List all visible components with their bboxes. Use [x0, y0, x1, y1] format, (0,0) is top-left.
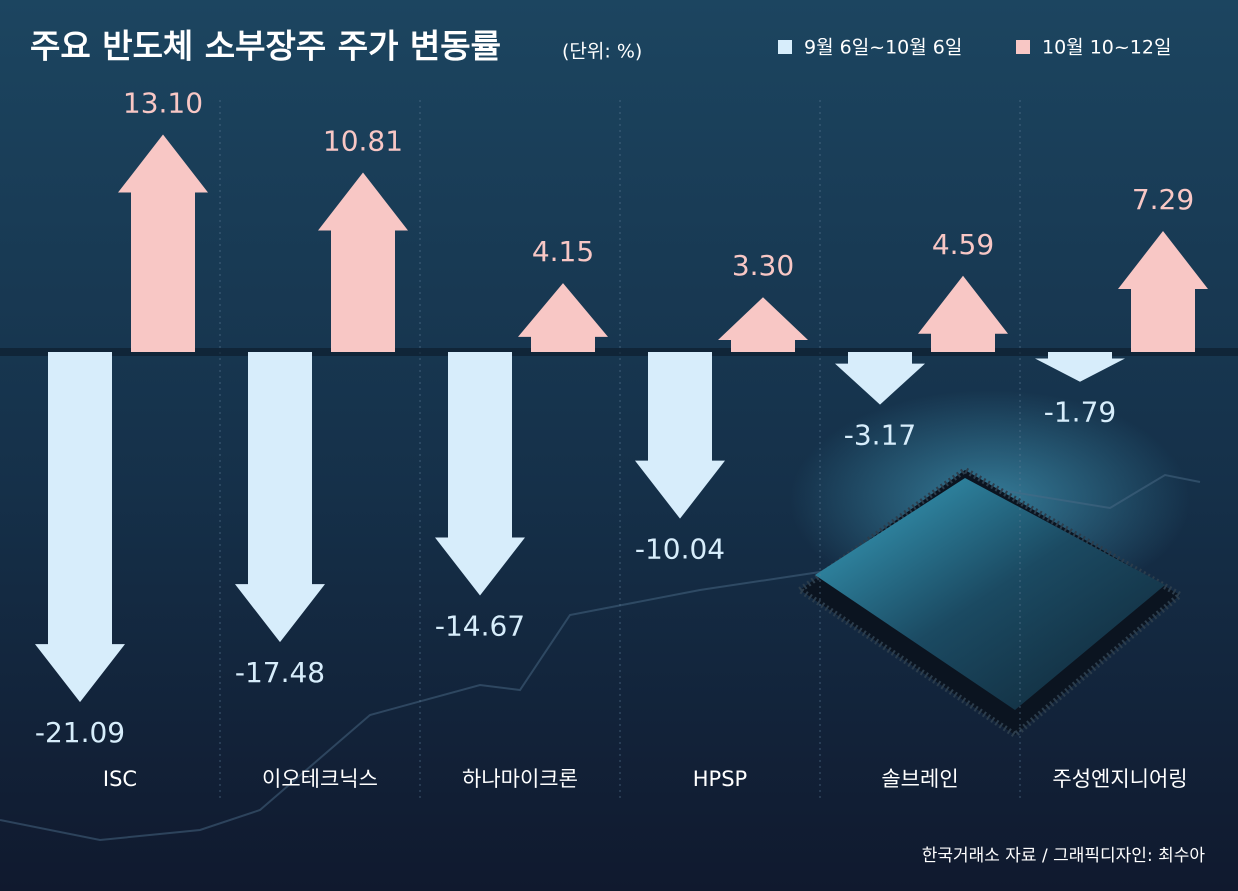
decor-line — [0, 473, 1201, 842]
x-tick-label: 이오테크닉스 — [262, 767, 378, 791]
value-label: -14.67 — [435, 610, 525, 643]
legend: 9월 6일~10월 6일 10월 10~12일 — [778, 37, 1171, 59]
chip-top — [815, 478, 1165, 710]
x-tick-label: 하나마이크론 — [462, 767, 578, 791]
plot: ISC -21.09 13.10 이오테크닉스 -17.48 10.81 하나마이크론 -14… — [0, 87, 1238, 800]
value-label: -10.04 — [635, 533, 725, 566]
arrow — [718, 297, 808, 352]
arrow — [318, 172, 408, 352]
value-label: 4.15 — [532, 235, 594, 268]
legend-label: 9월 6일~10월 6일 — [804, 37, 962, 59]
value-label: 10.81 — [323, 125, 403, 158]
arrow — [1035, 352, 1125, 382]
arrow — [118, 134, 208, 352]
unit-label: (단위: %) — [562, 41, 642, 63]
legend-swatch — [778, 40, 792, 54]
baseline-shadow — [0, 348, 1238, 356]
chip — [794, 466, 1186, 739]
x-tick-label: 솔브레인 — [881, 767, 958, 791]
arrow — [835, 352, 925, 405]
value-label: 7.29 — [1132, 183, 1194, 216]
value-label: 3.30 — [732, 249, 794, 282]
value-label: -17.48 — [235, 656, 325, 689]
legend-swatch — [1016, 40, 1030, 54]
x-tick-label: 주성엔지니어링 — [1052, 767, 1187, 791]
x-tick-label: HPSP — [693, 767, 747, 791]
value-label: 13.10 — [123, 87, 203, 120]
arrow — [1118, 230, 1208, 352]
chart-title: 주요 반도체 소부장주 주가 변동률 — [30, 27, 501, 66]
x-tick-label: ISC — [103, 767, 137, 791]
legend-label: 10월 10~12일 — [1042, 37, 1171, 59]
value-label: -1.79 — [1044, 396, 1116, 429]
value-label: -3.17 — [844, 419, 916, 452]
value-label: -21.09 — [35, 716, 125, 749]
arrow — [518, 283, 608, 352]
source: 한국거래소 자료 / 그래픽디자인: 최수아 — [922, 846, 1206, 866]
value-label: 4.59 — [932, 228, 994, 261]
arrow — [35, 352, 125, 703]
arrow — [235, 352, 325, 643]
arrow — [918, 275, 1008, 352]
arrow — [435, 352, 525, 596]
arrow — [635, 352, 725, 519]
